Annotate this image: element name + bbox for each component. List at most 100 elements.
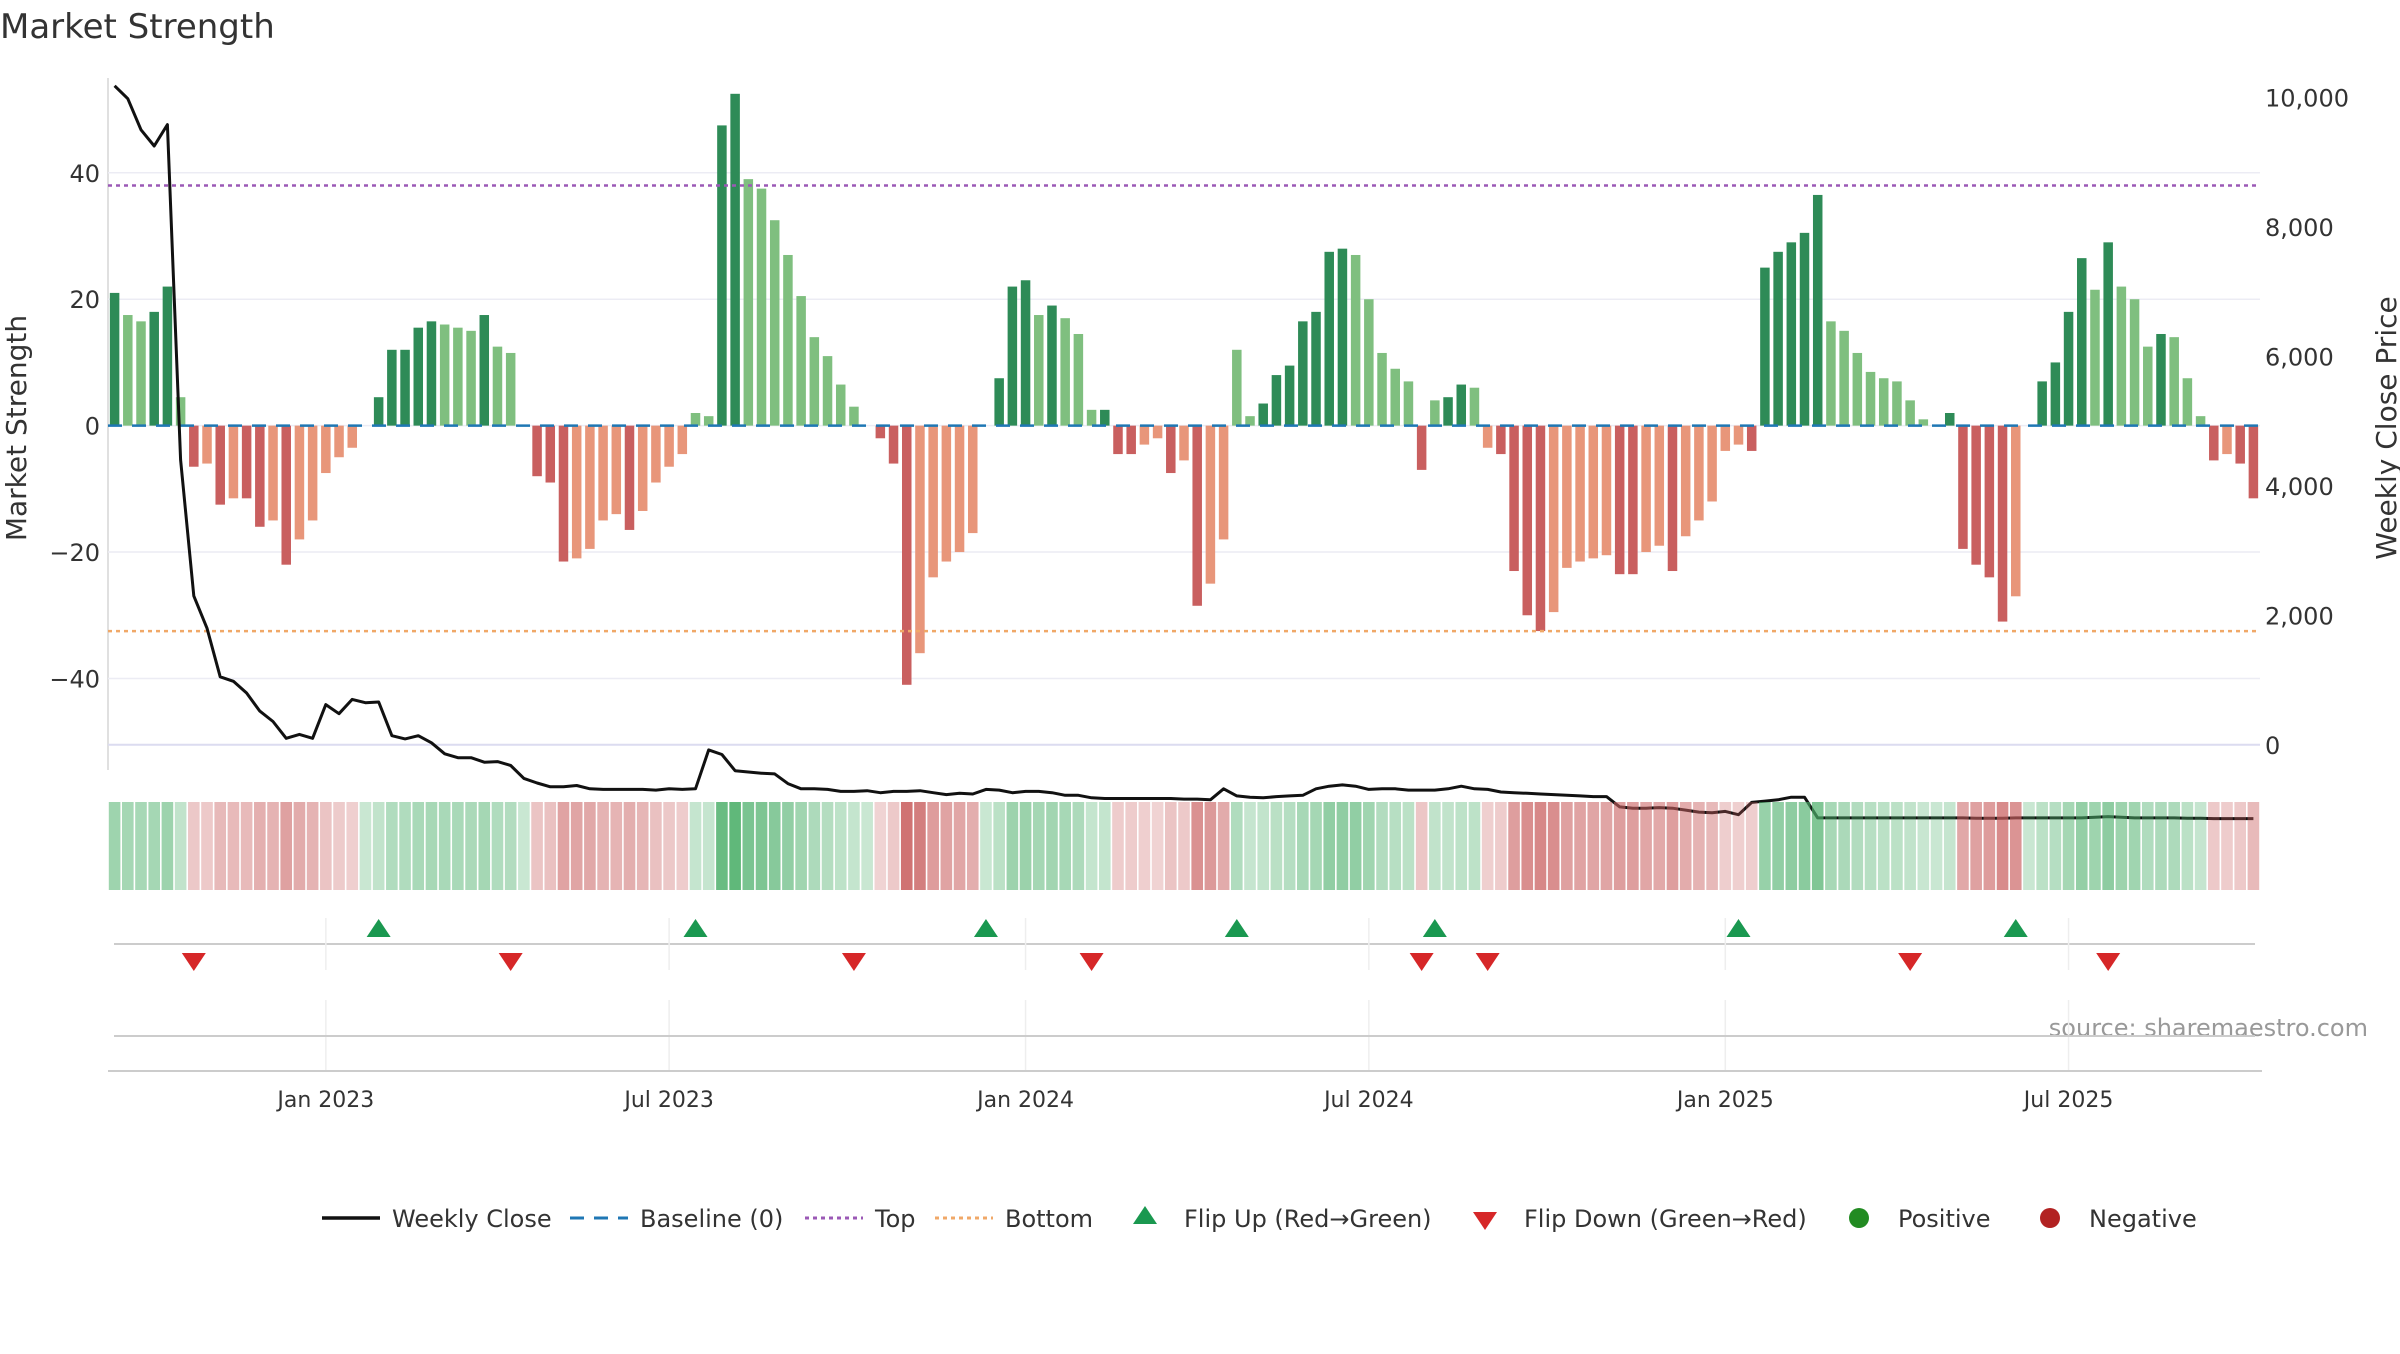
strength-bar	[1073, 333, 1084, 426]
strength-bar	[1245, 416, 1255, 426]
strength-bar	[413, 327, 424, 426]
strength-bar	[439, 324, 450, 426]
strength-bar	[703, 416, 714, 426]
strength-bar	[1746, 425, 1757, 451]
strength-strip-cell	[623, 802, 636, 890]
strength-strip-cell	[1825, 802, 1837, 890]
strength-bar	[756, 188, 767, 426]
strength-strip-cell	[1085, 802, 1098, 890]
strength-bar	[2063, 311, 2074, 426]
strength-bar	[2156, 333, 2166, 426]
strength-bar	[2248, 425, 2259, 499]
strength-bar	[901, 425, 912, 685]
strength-strip-cell	[1838, 802, 1850, 890]
flip-up-marker	[1726, 919, 1751, 937]
strength-strip-cell	[1706, 802, 1718, 890]
legend-item: Bottom	[935, 1205, 1093, 1233]
strength-strip-cell	[610, 802, 623, 890]
strength-bar	[1773, 251, 1783, 426]
strength-strip-cell	[412, 802, 425, 890]
flip-down-marker	[1475, 953, 1500, 971]
strength-strip-cell	[993, 802, 1005, 890]
strength-strip-cell	[584, 802, 596, 890]
strength-strip-cell	[1402, 802, 1415, 890]
strength-strip-cell	[1851, 802, 1864, 890]
strength-strip-cell	[1138, 802, 1151, 890]
strength-bar	[1086, 409, 1097, 426]
legend-item: Top	[805, 1205, 916, 1233]
strength-bar	[453, 327, 463, 426]
strength-bar	[479, 315, 490, 426]
strength-strip-cell	[1468, 802, 1481, 890]
strength-strip-cell	[544, 802, 557, 890]
strength-strip-cell	[1455, 802, 1468, 890]
legend-item: Flip Down (Green→Red)	[1473, 1205, 1807, 1233]
strength-strip-cell	[108, 802, 121, 890]
strength-strip-cell	[834, 802, 847, 890]
strength-strip-cell	[1561, 802, 1573, 890]
strength-bar	[1878, 378, 1889, 426]
strength-bar	[1430, 400, 1440, 426]
strength-strip-cell	[491, 802, 504, 890]
strength-strip-cell	[980, 802, 992, 890]
strength-bar	[1034, 315, 1044, 426]
strength-strip-cell	[1098, 802, 1111, 890]
x-tick-label: Jan 2024	[975, 1088, 1074, 1113]
strength-strip-cell	[1521, 802, 1534, 890]
strength-strip-cell	[2115, 802, 2128, 890]
strength-strip-cell	[1217, 802, 1230, 890]
flip-up-marker	[1422, 919, 1447, 937]
strength-strip-cell	[1613, 802, 1626, 890]
strength-strip-cell	[1983, 802, 1996, 890]
strength-strip-cell	[1006, 802, 1019, 890]
flip-down-marker	[498, 953, 523, 971]
strength-bar	[2169, 337, 2179, 426]
strength-bar	[1482, 425, 1493, 448]
strength-strip-cell	[2062, 802, 2075, 890]
flip-up-marker	[1224, 919, 1249, 937]
y2-tick-label: 4,000	[2265, 473, 2334, 501]
strength-bar	[241, 425, 252, 499]
strength-bar	[1192, 425, 1202, 606]
flip-down-marker	[1079, 953, 1104, 971]
strength-strip-cell	[1204, 802, 1217, 890]
strength-strip-cell	[650, 802, 662, 890]
strength-strip-cell	[2247, 802, 2260, 890]
strength-bar	[545, 425, 556, 483]
strength-bar	[1601, 425, 1612, 556]
strength-bar	[162, 286, 173, 426]
strength-strip-cell	[1429, 802, 1441, 890]
strength-bar	[1865, 371, 1876, 426]
strength-bar	[941, 425, 952, 562]
x-tick-label: Jul 2024	[1322, 1088, 1414, 1113]
strength-bar	[849, 406, 859, 426]
strength-strip-cell	[1032, 802, 1045, 890]
strength-bar	[321, 425, 331, 474]
strength-strip-cell	[808, 802, 821, 890]
strength-bar	[1364, 299, 1374, 426]
strength-strip-cell	[940, 802, 953, 890]
strength-bar	[215, 425, 225, 505]
strength-bar	[1298, 321, 1308, 426]
strength-bar	[1707, 425, 1717, 502]
strength-strip-cell	[2089, 802, 2101, 890]
strength-bar	[1179, 425, 1189, 461]
strength-bar	[2077, 258, 2087, 426]
strength-bar	[915, 425, 925, 654]
strength-strip-cell	[1270, 802, 1283, 890]
strength-strip-cell	[2234, 802, 2246, 890]
strength-bar	[1628, 425, 1638, 575]
strength-strip-cell	[966, 802, 979, 890]
strength-bar	[690, 413, 701, 426]
strength-bar	[123, 315, 133, 426]
strength-strip-cell	[1679, 802, 1692, 890]
strength-bar	[558, 425, 569, 562]
strength-bar	[1205, 425, 1216, 584]
strength-strip-cell	[1389, 802, 1402, 890]
strength-bar	[2129, 299, 2140, 426]
strength-strip-cell	[2181, 802, 2194, 890]
flip-down-marker	[1898, 953, 1923, 971]
strength-bar	[1258, 403, 1268, 426]
strength-bar	[1218, 425, 1229, 540]
strength-strip-cell	[478, 802, 491, 890]
